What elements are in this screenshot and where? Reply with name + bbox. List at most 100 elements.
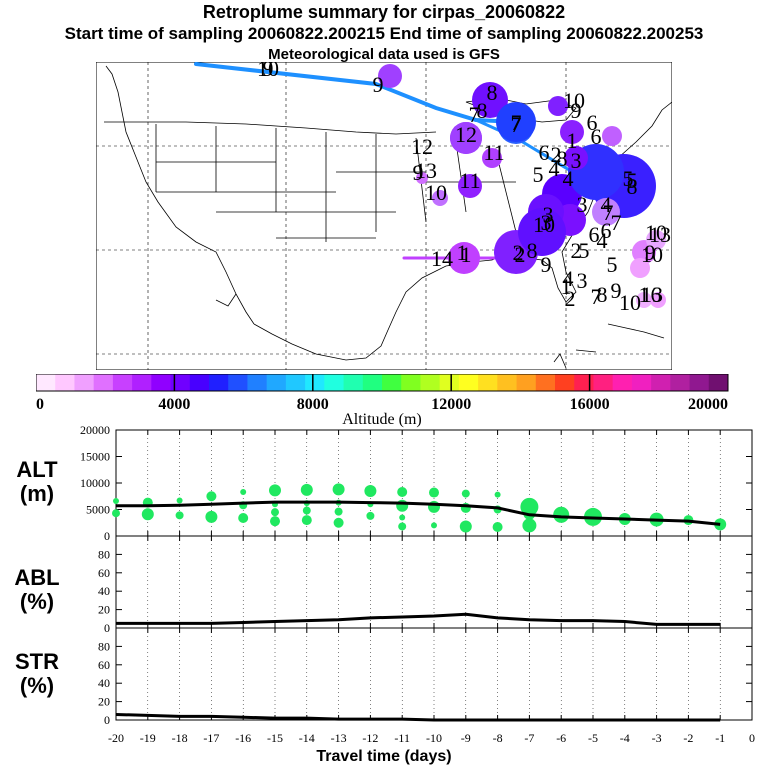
colorbar-swatch: [93, 374, 114, 391]
plume-blob: [602, 126, 622, 146]
trajectory-number: 8: [477, 98, 488, 123]
trajectory-number: 8: [597, 282, 608, 307]
y-tick-label: 20000: [80, 424, 110, 437]
trajectory-number: 13: [641, 282, 663, 307]
trajectory-number: 1: [639, 282, 650, 307]
plume-blob: [458, 174, 482, 198]
altitude-point: [238, 512, 249, 523]
trajectory-number: 4: [563, 166, 574, 191]
plume-blob: [548, 96, 568, 116]
trajectory-number: 6: [651, 282, 662, 307]
x-tick-label: -10: [426, 731, 442, 745]
trajectory-number: 4: [549, 156, 560, 181]
alt-panel-label: ALT (m): [16, 457, 58, 506]
plume-blob: [650, 292, 666, 308]
colorbar-swatch: [516, 374, 537, 391]
trajectory-number: 7: [603, 200, 614, 225]
colorbar-swatch: [651, 374, 671, 391]
trajectory-number: 5: [627, 168, 638, 193]
y-tick-label: 40: [98, 676, 110, 690]
plume-blob: [560, 120, 584, 144]
trajectory-number: 10: [641, 242, 663, 267]
panel-frame: [115, 535, 753, 629]
altitude-point: [271, 508, 279, 517]
colorbar-swatch: [439, 374, 460, 391]
trajectory-number: 1: [457, 240, 468, 265]
plume-blob: [450, 122, 482, 154]
x-axis-label: Travel time (days): [316, 748, 452, 765]
trajectory-number: 2: [513, 240, 524, 265]
trajectory-number: 2: [565, 286, 576, 311]
trajectory-number: 11: [483, 140, 504, 165]
colorbar-swatch: [36, 374, 56, 391]
trajectory-number: 12: [455, 122, 477, 147]
altitude-point: [176, 497, 183, 504]
trajectory-number: 8: [557, 146, 568, 171]
colorbar-swatch: [132, 374, 152, 391]
altitude-point: [459, 520, 472, 533]
plume-blob: [592, 198, 620, 226]
colorbar-swatch: [305, 374, 325, 391]
x-tick-label: -5: [588, 731, 598, 745]
colorbar-swatch: [362, 374, 383, 391]
colorbar-swatch: [574, 374, 594, 391]
trajectory-number: 5: [579, 238, 590, 263]
series-line: [115, 712, 721, 722]
colorbar-swatch: [631, 374, 652, 391]
plume-blob: [416, 172, 428, 184]
colorbar-tick-label: 12000: [431, 396, 471, 413]
x-tick-label: -15: [267, 731, 283, 745]
x-tick-label: -12: [362, 731, 378, 745]
y-tick-label: 20: [98, 695, 110, 709]
y-tick-label: 0: [104, 621, 110, 635]
trajectory-number: 9: [373, 72, 384, 97]
altitude-point: [300, 483, 313, 496]
colorbar-swatch: [151, 374, 172, 391]
x-tick-label: -13: [331, 731, 347, 745]
trajectory-number: 9: [645, 240, 656, 265]
trajectory-number: 6: [587, 110, 598, 135]
altitude-point: [333, 517, 344, 528]
plume-blob: [636, 292, 652, 308]
trajectory-number: 13: [415, 158, 437, 183]
x-tick-label: -19: [140, 731, 156, 745]
x-tick-label: -20: [108, 731, 124, 745]
trajectory-number: 2: [571, 238, 582, 263]
colorbar-swatch: [478, 374, 498, 391]
altitude-mean-line: [116, 500, 721, 526]
trajectory-number: 2: [515, 242, 526, 267]
trajectory-number: 9: [611, 278, 622, 303]
sampling-times: Start time of sampling 20060822.200215 E…: [64, 24, 704, 43]
time-series-panels: 0 5000 10000 15000 20000 0 20 40 60 80 0 20 40 60 80 -2…: [80, 424, 755, 745]
x-tick-label: -17: [203, 731, 219, 745]
colorbar-swatch: [74, 374, 95, 391]
x-tick-label: -6: [556, 731, 566, 745]
altitude-point: [206, 491, 217, 502]
colorbar-swatch: [420, 374, 441, 391]
trajectory-number: 4: [563, 266, 574, 291]
plume-blob: [630, 258, 650, 278]
plume-blob: [564, 146, 588, 170]
trajectory-number: 6: [591, 124, 602, 149]
altitude-point: [205, 510, 218, 523]
trajectory-number: 10: [257, 62, 279, 81]
colorbar-label: Altitude (m): [342, 411, 422, 428]
altitude-point: [113, 498, 119, 505]
trajectory-number: 7: [469, 102, 480, 127]
y-tick-label: 0: [104, 529, 110, 543]
colorbar-swatch: [535, 374, 556, 391]
y-tick-label: 40: [98, 584, 110, 598]
plume-blob: [518, 208, 566, 256]
trajectory-number: 7: [511, 112, 522, 137]
colorbar-swatch: [708, 374, 729, 391]
y-tick-label: 5000: [86, 503, 110, 517]
trajectory-number: 7: [591, 284, 602, 309]
trajectory-number: 5: [533, 162, 544, 187]
trajectory-number: 7: [611, 210, 622, 235]
altitude-point: [302, 506, 311, 515]
colorbar-tick-label: 4000: [158, 396, 190, 413]
altitude-point: [429, 487, 439, 498]
colorbar-swatch: [55, 374, 75, 391]
x-tick-label: -4: [620, 731, 630, 745]
